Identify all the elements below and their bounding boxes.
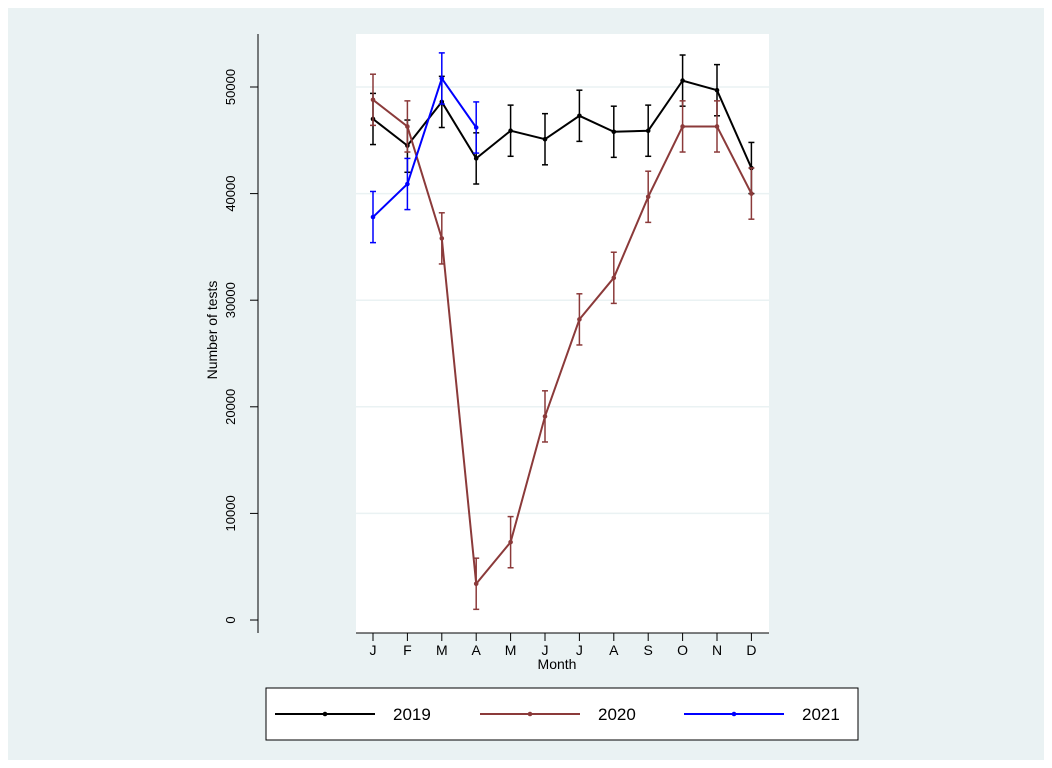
- data-point: [508, 539, 513, 545]
- data-point: [749, 191, 754, 196]
- legend: 2019 2020 2021: [265, 687, 859, 741]
- x-tick-label: M: [436, 642, 448, 658]
- x-tick-label: O: [677, 642, 688, 658]
- data-point: [680, 124, 685, 129]
- data-point: [473, 156, 479, 161]
- y-tick-label: 0: [223, 616, 238, 623]
- data-point: [542, 414, 548, 419]
- gridlines: [356, 86, 769, 515]
- y-tick-label: 40000: [223, 176, 238, 212]
- data-point: [611, 129, 617, 135]
- legend-swatch-marker: [322, 711, 328, 717]
- data-point: [714, 124, 720, 129]
- data-point: [645, 194, 651, 200]
- y-tick-label: 20000: [223, 389, 238, 425]
- legend-label: 2021: [802, 705, 840, 724]
- plot-area: [356, 34, 769, 633]
- data-point: [439, 236, 445, 241]
- series-line: [372, 76, 478, 218]
- legend-swatch-marker: [731, 711, 737, 717]
- data-point: [542, 136, 548, 142]
- data-point: [439, 76, 445, 81]
- data-point: [611, 275, 617, 281]
- series-2021: [370, 52, 480, 244]
- axes: 0 10000 20000 30000 40000 50000 J F M A M J J A S O N D: [223, 34, 769, 658]
- data-point: [577, 317, 582, 322]
- series: [370, 52, 755, 611]
- x-axis-title: Month: [538, 656, 577, 672]
- data-point: [577, 113, 582, 119]
- axis-labels: Number of tests Month: [204, 281, 576, 672]
- x-tick-label: A: [472, 642, 482, 658]
- series-line: [372, 99, 753, 587]
- series-2020: [370, 73, 755, 611]
- x-tick-label: D: [746, 642, 756, 658]
- data-point: [370, 97, 376, 103]
- x-tick-label: A: [609, 642, 619, 658]
- data-point: [508, 128, 513, 134]
- x-tick-label: M: [505, 642, 517, 658]
- y-tick-label: 50000: [223, 69, 238, 105]
- data-point: [370, 214, 376, 220]
- y-tick-label: 30000: [223, 282, 238, 318]
- x-tick-label: F: [403, 642, 412, 658]
- x-tick-label: J: [542, 642, 549, 658]
- x-tick-label: S: [644, 642, 653, 658]
- legend-label: 2020: [598, 705, 636, 724]
- x-tick-label: N: [712, 642, 722, 658]
- series-line: [372, 79, 753, 169]
- data-point: [645, 128, 651, 134]
- data-point: [405, 181, 410, 187]
- data-point: [714, 87, 720, 93]
- data-point: [473, 581, 479, 587]
- data-point: [405, 124, 410, 129]
- y-tick-label: 10000: [223, 495, 238, 531]
- legend-swatch-marker: [527, 711, 533, 717]
- y-axis-title: Number of tests: [204, 281, 220, 380]
- x-tick-label: J: [370, 642, 377, 658]
- data-point: [680, 78, 685, 83]
- data-point: [473, 125, 479, 130]
- legend-label: 2019: [393, 705, 431, 724]
- x-tick-label: J: [576, 642, 583, 658]
